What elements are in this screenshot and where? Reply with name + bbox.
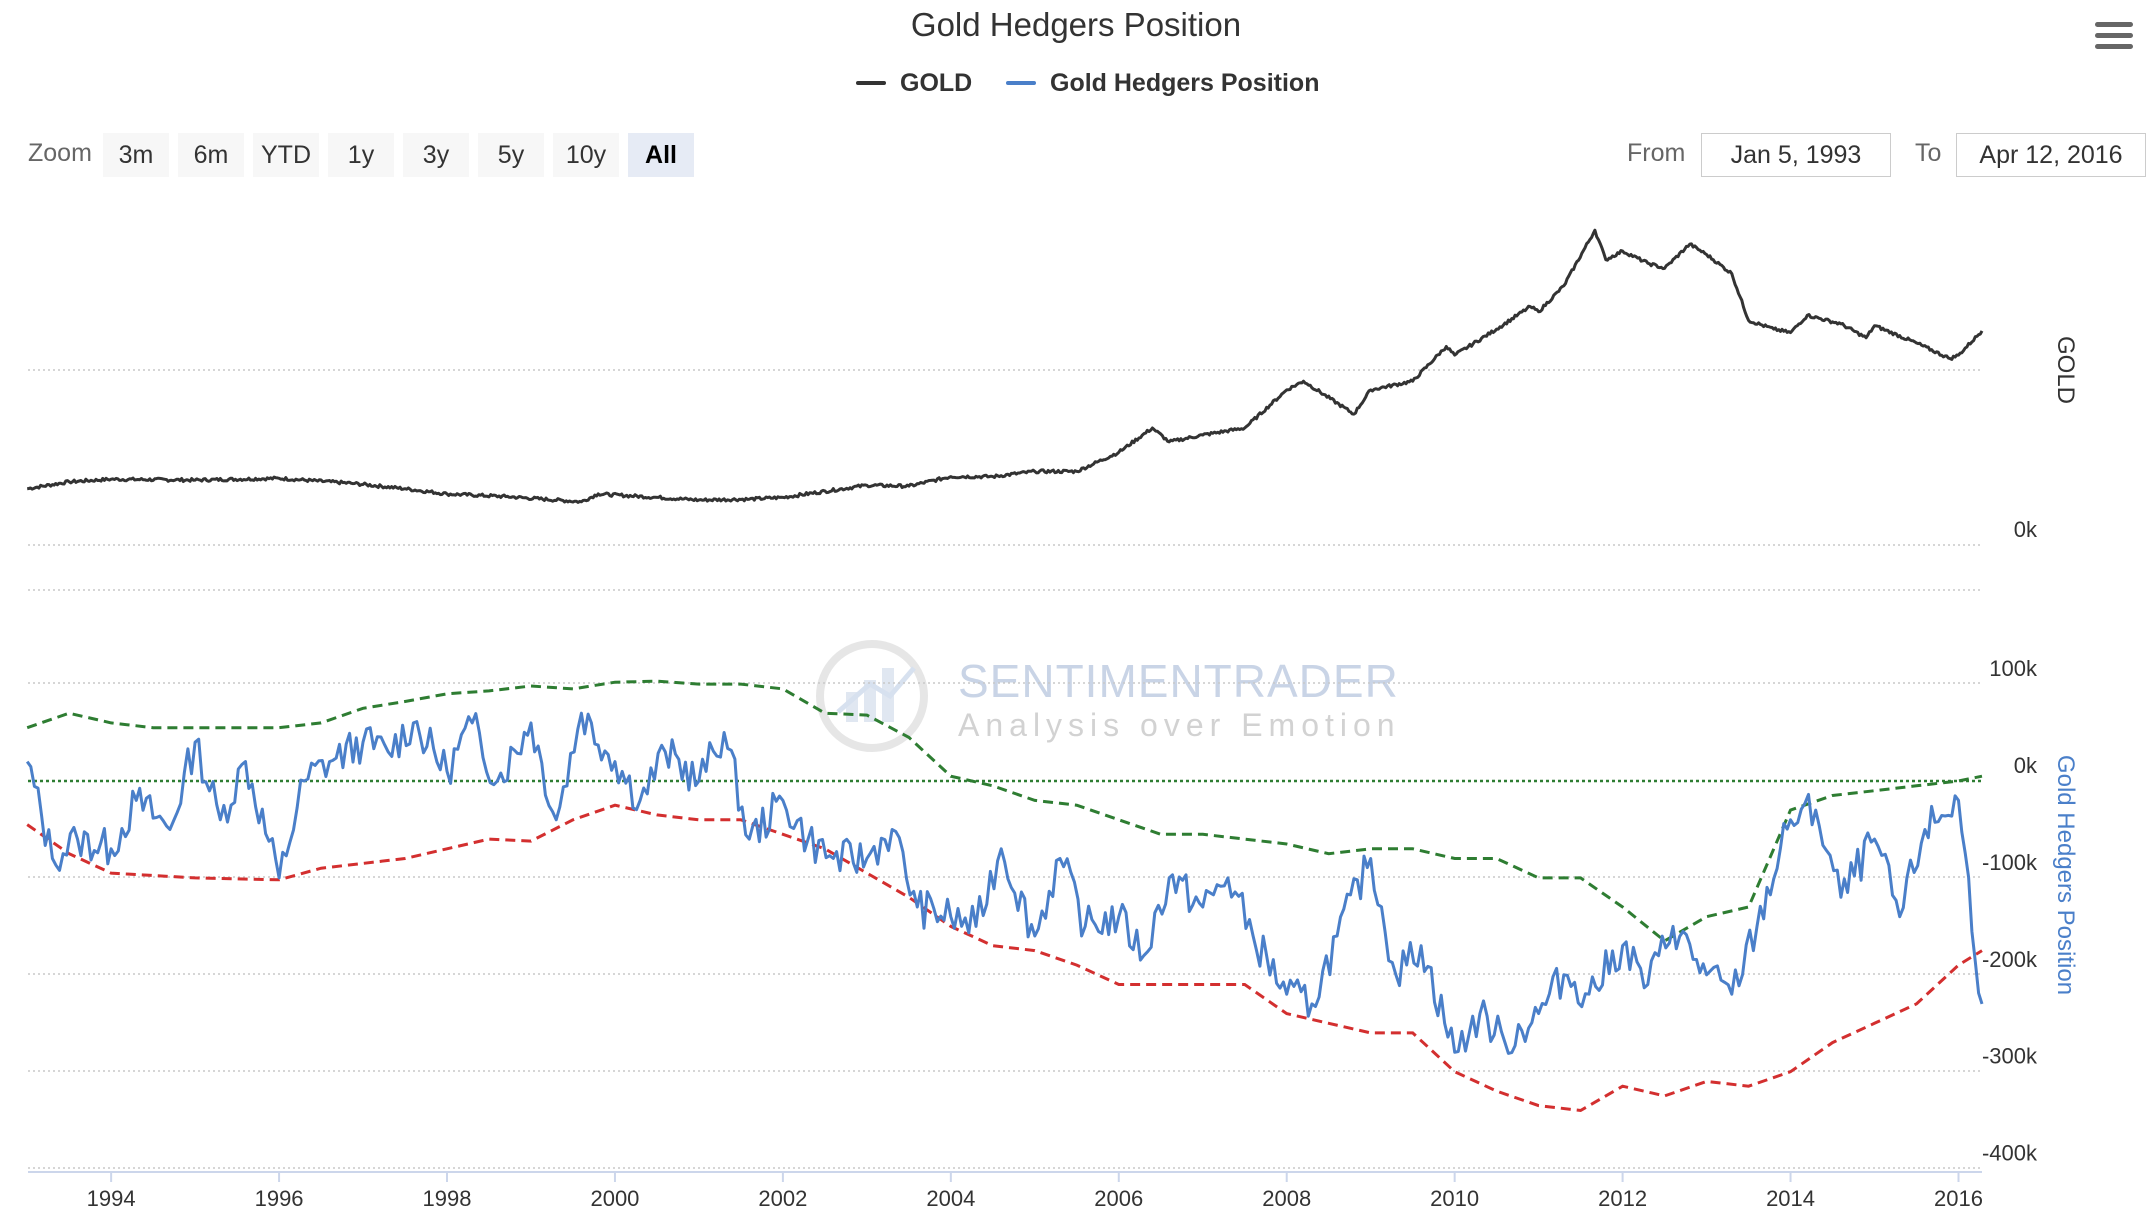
chart-title: Gold Hedgers Position: [910, 6, 1242, 43]
x-tick-label: 2000: [590, 1186, 639, 1211]
y-tick-label: 0k: [2014, 517, 2038, 542]
y-tick-label: 0k: [2014, 753, 2038, 778]
zoom-10y-button[interactable]: 10y: [553, 133, 619, 177]
watermark-logo-icon: [816, 640, 928, 752]
zoom-3y-button[interactable]: 3y: [403, 133, 469, 177]
to-date-input[interactable]: Apr 12, 2016: [1956, 133, 2146, 177]
watermark-title: SENTIMENTRADER: [958, 655, 1399, 707]
y-tick-label: 100k: [1989, 656, 2038, 681]
x-tick-label: 1998: [423, 1186, 472, 1211]
x-tick-label: 2002: [758, 1186, 807, 1211]
watermark: SENTIMENTRADER Analysis over Emotion: [816, 640, 1401, 752]
zoom-3m-button[interactable]: 3m: [103, 133, 169, 177]
y-tick-label: -300k: [1982, 1044, 2038, 1069]
from-label: From: [1627, 139, 1686, 167]
y-tick-label: -100k: [1982, 850, 2038, 875]
legend-item-gold[interactable]: GOLD: [856, 66, 972, 100]
zoom-6m-button[interactable]: 6m: [178, 133, 244, 177]
zoom-1y-button[interactable]: 1y: [328, 133, 394, 177]
x-tick-label: 2008: [1262, 1186, 1311, 1211]
zoom-ytd-button[interactable]: YTD: [253, 133, 319, 177]
x-tick-label: 1994: [87, 1186, 136, 1211]
lower-band-line: [26, 803, 1983, 1113]
from-date-input[interactable]: Jan 5, 1993: [1701, 133, 1891, 177]
upper-band-line: [26, 679, 1983, 943]
to-label: To: [1915, 139, 1942, 167]
zoom-5y-button[interactable]: 5y: [478, 133, 544, 177]
watermark-subtitle: Analysis over Emotion: [958, 707, 1401, 743]
legend-item-hedgers[interactable]: Gold Hedgers Position: [1006, 66, 1319, 100]
legend-line-icon: [856, 81, 886, 85]
gold-series-line: [27, 228, 1984, 504]
x-tick-label: 2010: [1430, 1186, 1479, 1211]
legend-label-gold: GOLD: [900, 68, 973, 97]
x-tick-label: 2014: [1766, 1186, 1815, 1211]
hedgers-series-line: [25, 711, 1984, 1055]
y-axis-title-gold: GOLD: [2052, 336, 2079, 404]
zoom-label: Zoom: [28, 139, 92, 167]
x-tick-label: 1996: [255, 1186, 304, 1211]
zoom-all-button[interactable]: All: [628, 133, 694, 177]
legend-label-hedgers: Gold Hedgers Position: [1050, 68, 1320, 97]
hamburger-menu-icon[interactable]: [2095, 22, 2133, 54]
y-axis-title-hedgers: Gold Hedgers Position: [2052, 755, 2079, 995]
x-tick-label: 2012: [1598, 1186, 1647, 1211]
x-tick-label: 2004: [926, 1186, 975, 1211]
x-tick-label: 2006: [1094, 1186, 1143, 1211]
x-tick-label: 2016: [1934, 1186, 1983, 1211]
legend-line-icon: [1006, 81, 1036, 85]
y-tick-label: -200k: [1982, 947, 2038, 972]
y-tick-label: -400k: [1982, 1141, 2038, 1166]
